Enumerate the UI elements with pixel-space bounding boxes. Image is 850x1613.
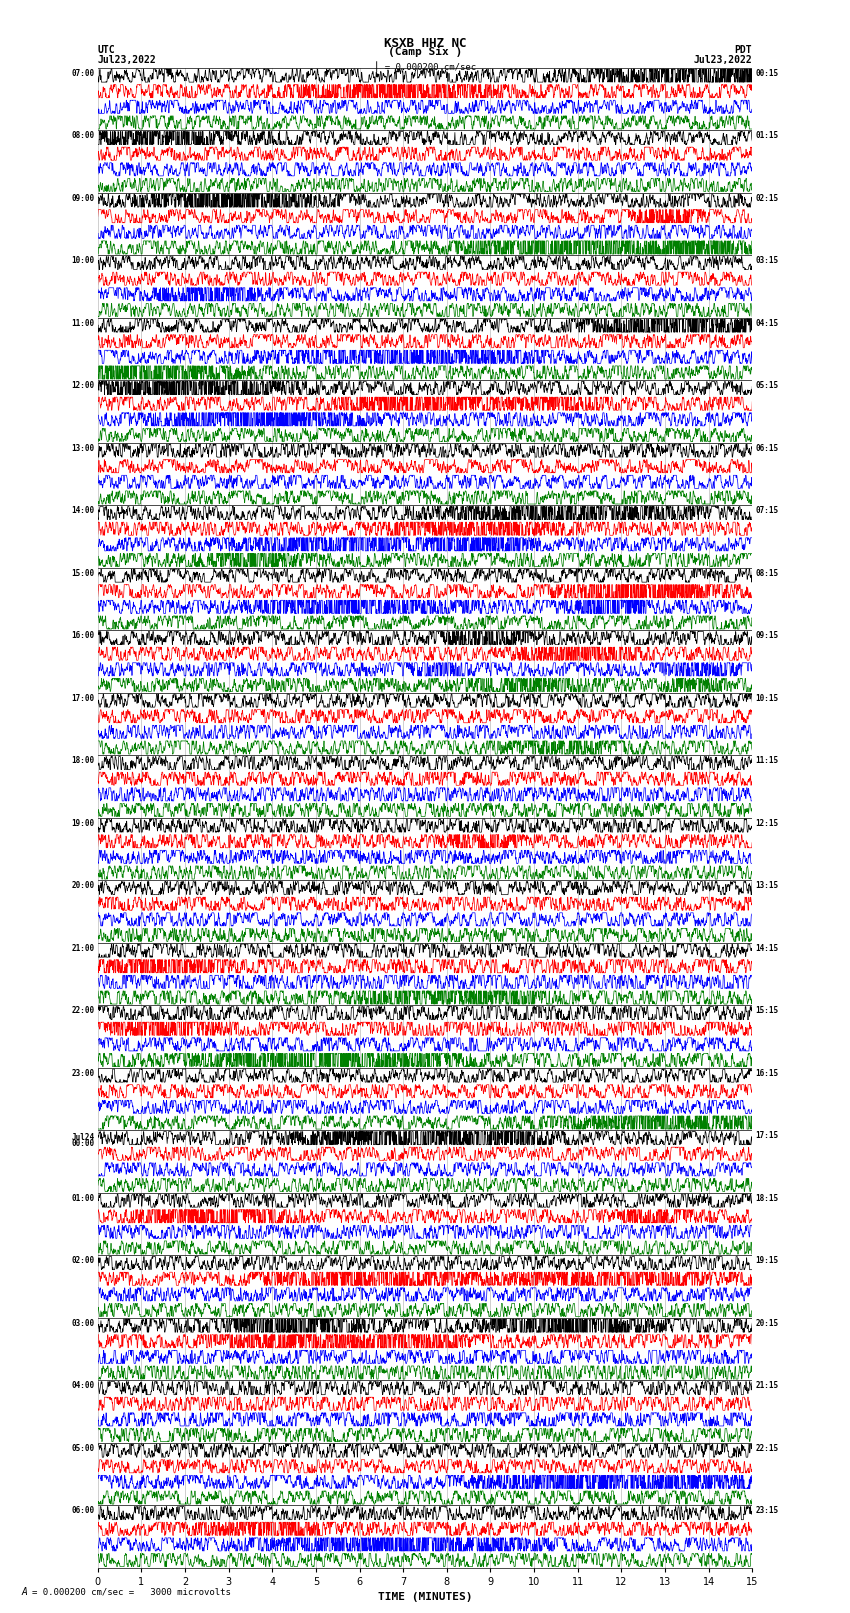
Text: 18:00: 18:00 [71, 756, 94, 765]
Text: 06:15: 06:15 [756, 444, 779, 453]
Text: 15:15: 15:15 [756, 1007, 779, 1015]
Text: 04:15: 04:15 [756, 318, 779, 327]
Text: 17:00: 17:00 [71, 694, 94, 703]
Text: 08:00: 08:00 [71, 131, 94, 140]
Text: 02:00: 02:00 [71, 1257, 94, 1265]
Text: 09:15: 09:15 [756, 631, 779, 640]
Text: 23:00: 23:00 [71, 1068, 94, 1077]
Text: 22:15: 22:15 [756, 1444, 779, 1453]
Text: 07:00: 07:00 [71, 68, 94, 77]
Text: 17:15: 17:15 [756, 1131, 779, 1140]
Text: 19:15: 19:15 [756, 1257, 779, 1265]
Text: 14:15: 14:15 [756, 944, 779, 953]
Text: 01:15: 01:15 [756, 131, 779, 140]
Text: 05:15: 05:15 [756, 381, 779, 390]
Text: Jul23,2022: Jul23,2022 [694, 55, 752, 65]
Text: 08:15: 08:15 [756, 568, 779, 577]
X-axis label: TIME (MINUTES): TIME (MINUTES) [377, 1592, 473, 1602]
Text: 11:00: 11:00 [71, 318, 94, 327]
Text: 13:00: 13:00 [71, 444, 94, 453]
Text: 13:15: 13:15 [756, 881, 779, 890]
Text: 03:00: 03:00 [71, 1318, 94, 1327]
Text: 22:00: 22:00 [71, 1007, 94, 1015]
Text: 10:00: 10:00 [71, 256, 94, 265]
Text: PDT: PDT [734, 45, 752, 55]
Text: 05:00: 05:00 [71, 1444, 94, 1453]
Text: 20:00: 20:00 [71, 881, 94, 890]
Text: 06:00: 06:00 [71, 1507, 94, 1515]
Text: 10:15: 10:15 [756, 694, 779, 703]
Text: 12:15: 12:15 [756, 818, 779, 827]
Text: Jul24: Jul24 [71, 1132, 94, 1142]
Text: 09:00: 09:00 [71, 194, 94, 203]
Text: 14:00: 14:00 [71, 506, 94, 515]
Text: Jul23,2022: Jul23,2022 [98, 55, 156, 65]
Text: 21:00: 21:00 [71, 944, 94, 953]
Text: 15:00: 15:00 [71, 568, 94, 577]
Text: KSXB HHZ NC: KSXB HHZ NC [383, 37, 467, 50]
Text: 23:15: 23:15 [756, 1507, 779, 1515]
Text: 18:15: 18:15 [756, 1194, 779, 1203]
Text: 21:15: 21:15 [756, 1381, 779, 1390]
Text: 16:15: 16:15 [756, 1068, 779, 1077]
Text: A: A [21, 1587, 27, 1597]
Text: ⎮ = 0.000200 cm/sec: ⎮ = 0.000200 cm/sec [374, 61, 476, 73]
Text: 11:15: 11:15 [756, 756, 779, 765]
Text: (Camp Six ): (Camp Six ) [388, 47, 462, 56]
Text: 00:15: 00:15 [756, 68, 779, 77]
Text: 20:15: 20:15 [756, 1318, 779, 1327]
Text: 01:00: 01:00 [71, 1194, 94, 1203]
Text: 00:00: 00:00 [71, 1139, 94, 1148]
Text: 07:15: 07:15 [756, 506, 779, 515]
Text: 02:15: 02:15 [756, 194, 779, 203]
Text: = 0.000200 cm/sec =   3000 microvolts: = 0.000200 cm/sec = 3000 microvolts [32, 1587, 231, 1597]
Text: 12:00: 12:00 [71, 381, 94, 390]
Text: 19:00: 19:00 [71, 818, 94, 827]
Text: UTC: UTC [98, 45, 116, 55]
Text: 16:00: 16:00 [71, 631, 94, 640]
Text: 03:15: 03:15 [756, 256, 779, 265]
Text: 04:00: 04:00 [71, 1381, 94, 1390]
